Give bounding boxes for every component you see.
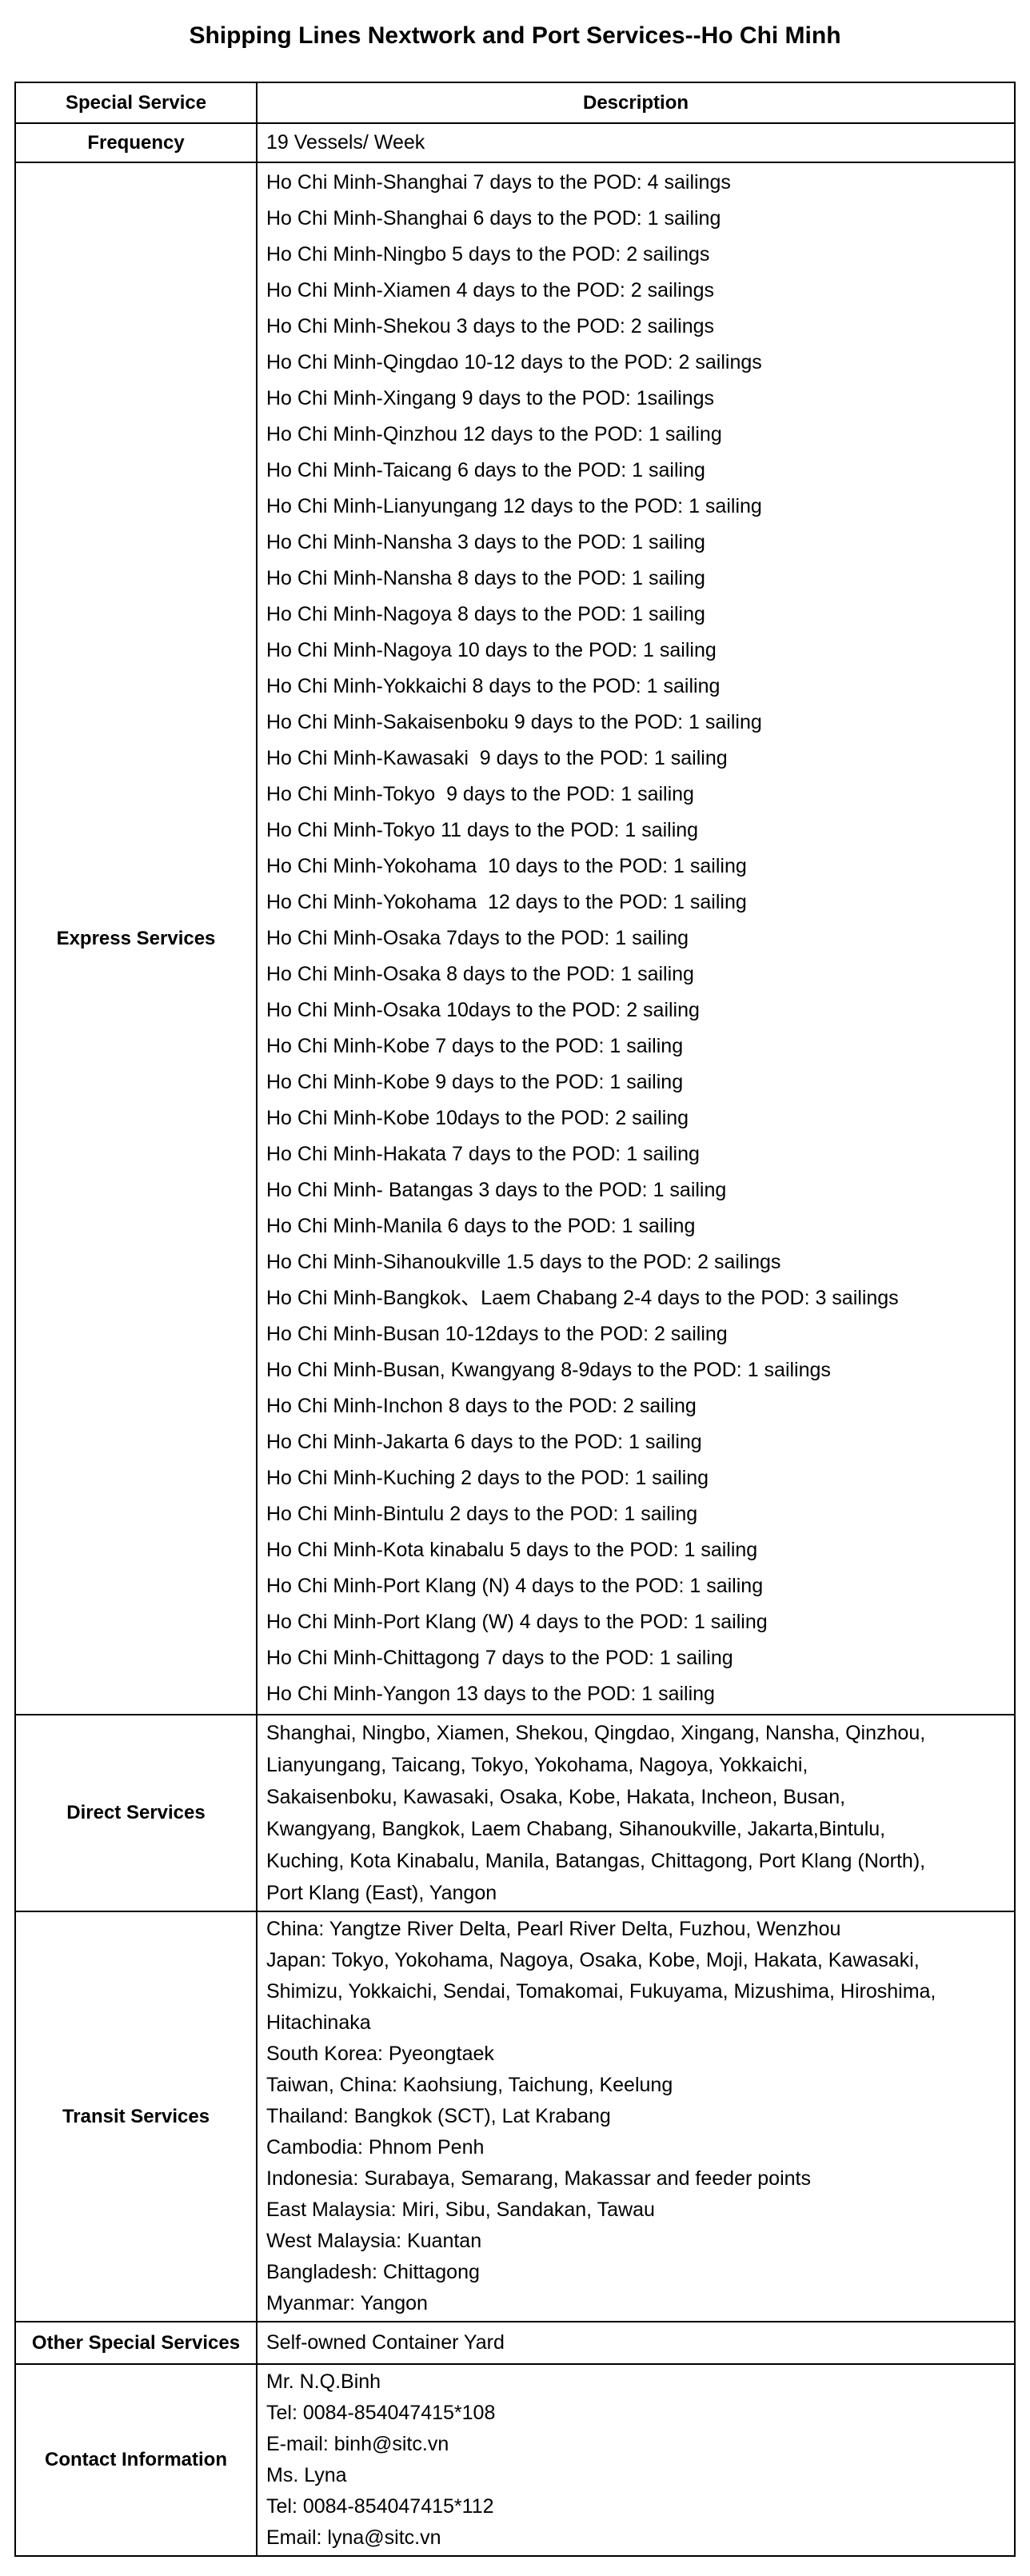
column-header-special-service: Special Service — [14, 82, 258, 124]
row-label-frequency: Frequency — [14, 122, 258, 163]
text-line: Ho Chi Minh-Jakarta 6 days to the POD: 1… — [266, 1431, 702, 1453]
text-line: Ho Chi Minh-Busan 10-12days to the POD: … — [266, 1323, 728, 1345]
text-line: Ho Chi Minh-Shanghai 7 days to the POD: … — [266, 171, 731, 194]
text-line: Ho Chi Minh-Sihanoukville 1.5 days to th… — [266, 1251, 781, 1273]
table-row-direct-services: Direct Services Shanghai, Ningbo, Xiamen… — [14, 1714, 1016, 1912]
text-line: Ho Chi Minh-Port Klang (W) 4 days to the… — [266, 1611, 768, 1633]
text-line: Japan: Tokyo, Yokohama, Nagoya, Osaka, K… — [266, 1949, 920, 1971]
column-header-description: Description — [256, 82, 1016, 124]
text-line: Ho Chi Minh-Inchon 8 days to the POD: 2 … — [266, 1395, 697, 1417]
table-header-row: Special Service Description — [14, 82, 1016, 124]
text-line: Ho Chi Minh-Osaka 7days to the POD: 1 sa… — [266, 927, 689, 949]
services-table: Special Service Description Frequency 19… — [14, 82, 1016, 2557]
row-value-contact-information: Mr. N.Q.Binh Tel: 0084-854047415*108 E-mai… — [256, 2363, 1016, 2557]
text-line: Ho Chi Minh-Chittagong 7 days to the POD… — [266, 1647, 733, 1669]
text-line: China: Yangtze River Delta, Pearl River … — [266, 1918, 841, 1940]
table-row-transit-services: Transit Services China: Yangtze River De… — [14, 1911, 1016, 2322]
text-line: Ho Chi Minh-Ningbo 5 days to the POD: 2 … — [266, 243, 710, 266]
text-line: Ho Chi Minh-Shanghai 6 days to the POD: … — [266, 207, 721, 230]
text-line: Ho Chi Minh-Manila 6 days to the POD: 1 … — [266, 1215, 696, 1237]
text-line: Bangladesh: Chittagong — [266, 2261, 480, 2283]
text-line: Shimizu, Yokkaichi, Sendai, Tomakomai, F… — [266, 1980, 936, 2003]
text-line: Taiwan, China: Kaohsiung, Taichung, Keel… — [266, 2074, 673, 2096]
text-line: Email: lyna@sitc.vn — [266, 2526, 441, 2549]
text-line: Ho Chi Minh-Lianyungang 12 days to the P… — [266, 495, 762, 517]
text-line: West Malaysia: Kuantan — [266, 2230, 482, 2252]
text-line: East Malaysia: Miri, Sibu, Sandakan, Taw… — [266, 2199, 655, 2221]
row-value-transit-services: China: Yangtze River Delta, Pearl River … — [256, 1911, 1016, 2322]
text-line: Ho Chi Minh-Kobe 10days to the POD: 2 sa… — [266, 1107, 689, 1129]
row-label-transit-services: Transit Services — [14, 1911, 258, 2322]
text-line: Ho Chi Minh-Taicang 6 days to the POD: 1… — [266, 459, 705, 481]
row-label-direct-services: Direct Services — [14, 1714, 258, 1912]
text-line: Cambodia: Phnom Penh — [266, 2136, 485, 2159]
table-row-frequency: Frequency 19 Vessels/ Week — [14, 122, 1016, 163]
text-line: Ho Chi Minh-Kota kinabalu 5 days to the … — [266, 1539, 758, 1561]
text-line: Ho Chi Minh-Tokyo 11 days to the POD: 1 … — [266, 819, 699, 841]
text-line: Ms. Lyna — [266, 2464, 347, 2486]
text-line: Shanghai, Ningbo, Xiamen, Shekou, Qingda… — [266, 1722, 926, 1744]
text-line: Mr. N.Q.Binh — [266, 2370, 381, 2393]
text-line: Kuching, Kota Kinabalu, Manila, Batangas… — [266, 1850, 926, 1872]
text-line: Port Klang (East), Yangon — [266, 1882, 497, 1904]
text-line: Ho Chi Minh-Nansha 3 days to the POD: 1 … — [266, 531, 705, 553]
row-value-other-special-services: Self-owned Container Yard — [256, 2321, 1016, 2365]
text-line: Ho Chi Minh-Xiamen 4 days to the POD: 2 … — [266, 279, 714, 302]
table-row-contact-information: Contact Information Mr. N.Q.Binh Tel: 008… — [14, 2363, 1016, 2557]
text-line: Tel: 0084-854047415*112 — [266, 2495, 494, 2518]
text-line: Sakaisenboku, Kawasaki, Osaka, Kobe, Hak… — [266, 1786, 846, 1808]
text-line: Ho Chi Minh-Qingdao 10-12 days to the PO… — [266, 351, 762, 373]
text-line: Ho Chi Minh-Kobe 9 days to the POD: 1 sa… — [266, 1071, 684, 1093]
text-line: Ho Chi Minh-Sakaisenboku 9 days to the P… — [266, 711, 762, 733]
text-line: Ho Chi Minh-Qinzhou 12 days to the POD: … — [266, 423, 722, 445]
page-title: Shipping Lines Nextwork and Port Service… — [189, 22, 841, 49]
text-line: Ho Chi Minh-Busan, Kwangyang 8-9days to … — [266, 1359, 831, 1381]
table-row-other-special-services: Other Special Services Self-owned Contai… — [14, 2321, 1016, 2365]
row-label-express-services: Express Services — [14, 162, 258, 1715]
text-line: Thailand: Bangkok (SCT), Lat Krabang — [266, 2105, 611, 2127]
text-line: Lianyungang, Taicang, Tokyo, Yokohama, N… — [266, 1754, 808, 1776]
text-line: Ho Chi Minh-Tokyo 9 days to the POD: 1 s… — [266, 783, 694, 805]
text-line: Indonesia: Surabaya, Semarang, Makassar … — [266, 2167, 811, 2190]
text-line: South Korea: Pyeongtaek — [266, 2043, 494, 2065]
text-line: Ho Chi Minh-Nagoya 8 days to the POD: 1 … — [266, 603, 705, 625]
text-line: Ho Chi Minh-Yokohama 12 days to the POD:… — [266, 891, 747, 913]
text-line: Hitachinaka — [266, 2011, 371, 2034]
text-line: Myanmar: Yangon — [266, 2292, 428, 2314]
text-line: Ho Chi Minh-Bangkok、Laem Chabang 2-4 day… — [266, 1287, 899, 1309]
text-line: Ho Chi Minh-Xingang 9 days to the POD: 1… — [266, 387, 715, 409]
row-value-express-services: Ho Chi Minh-Shanghai 7 days to the POD: … — [256, 162, 1016, 1715]
text-line: Ho Chi Minh-Kuching 2 days to the POD: 1… — [266, 1467, 709, 1489]
text-line: Ho Chi Minh-Kobe 7 days to the POD: 1 sa… — [266, 1035, 684, 1057]
text-line: Ho Chi Minh-Nagoya 10 days to the POD: 1… — [266, 639, 717, 661]
text-line: Ho Chi Minh-Osaka 10days to the POD: 2 s… — [266, 999, 700, 1021]
text-line: Ho Chi Minh- Batangas 3 days to the POD:… — [266, 1179, 727, 1201]
text-line: Tel: 0084-854047415*108 — [266, 2402, 496, 2424]
text-line: Ho Chi Minh-Yokkaichi 8 days to the POD:… — [266, 675, 721, 697]
row-value-frequency: 19 Vessels/ Week — [256, 122, 1016, 163]
text-line: Ho Chi Minh-Hakata 7 days to the POD: 1 … — [266, 1143, 700, 1165]
text-line: E-mail: binh@sitc.vn — [266, 2433, 449, 2455]
text-line: Ho Chi Minh-Nansha 8 days to the POD: 1 … — [266, 567, 705, 589]
row-label-other-special-services: Other Special Services — [14, 2321, 258, 2365]
text-line: Ho Chi Minh-Yokohama 10 days to the POD:… — [266, 855, 747, 877]
text-line: Ho Chi Minh-Osaka 8 days to the POD: 1 s… — [266, 963, 694, 985]
text-line: Ho Chi Minh-Bintulu 2 days to the POD: 1… — [266, 1503, 698, 1525]
text-line: Ho Chi Minh-Yangon 13 days to the POD: 1… — [266, 1683, 715, 1705]
text-line: Kwangyang, Bangkok, Laem Chabang, Sihano… — [266, 1818, 886, 1840]
row-value-direct-services: Shanghai, Ningbo, Xiamen, Shekou, Qingda… — [256, 1714, 1016, 1912]
table-row-express-services: Express Services Ho Chi Minh-Shanghai 7 … — [14, 162, 1016, 1715]
text-line: Ho Chi Minh-Shekou 3 days to the POD: 2 … — [266, 315, 714, 337]
text-line: Ho Chi Minh-Kawasaki 9 days to the POD: … — [266, 747, 728, 769]
text-line: Ho Chi Minh-Port Klang (N) 4 days to the… — [266, 1575, 764, 1597]
row-label-contact-information: Contact Information — [14, 2363, 258, 2557]
